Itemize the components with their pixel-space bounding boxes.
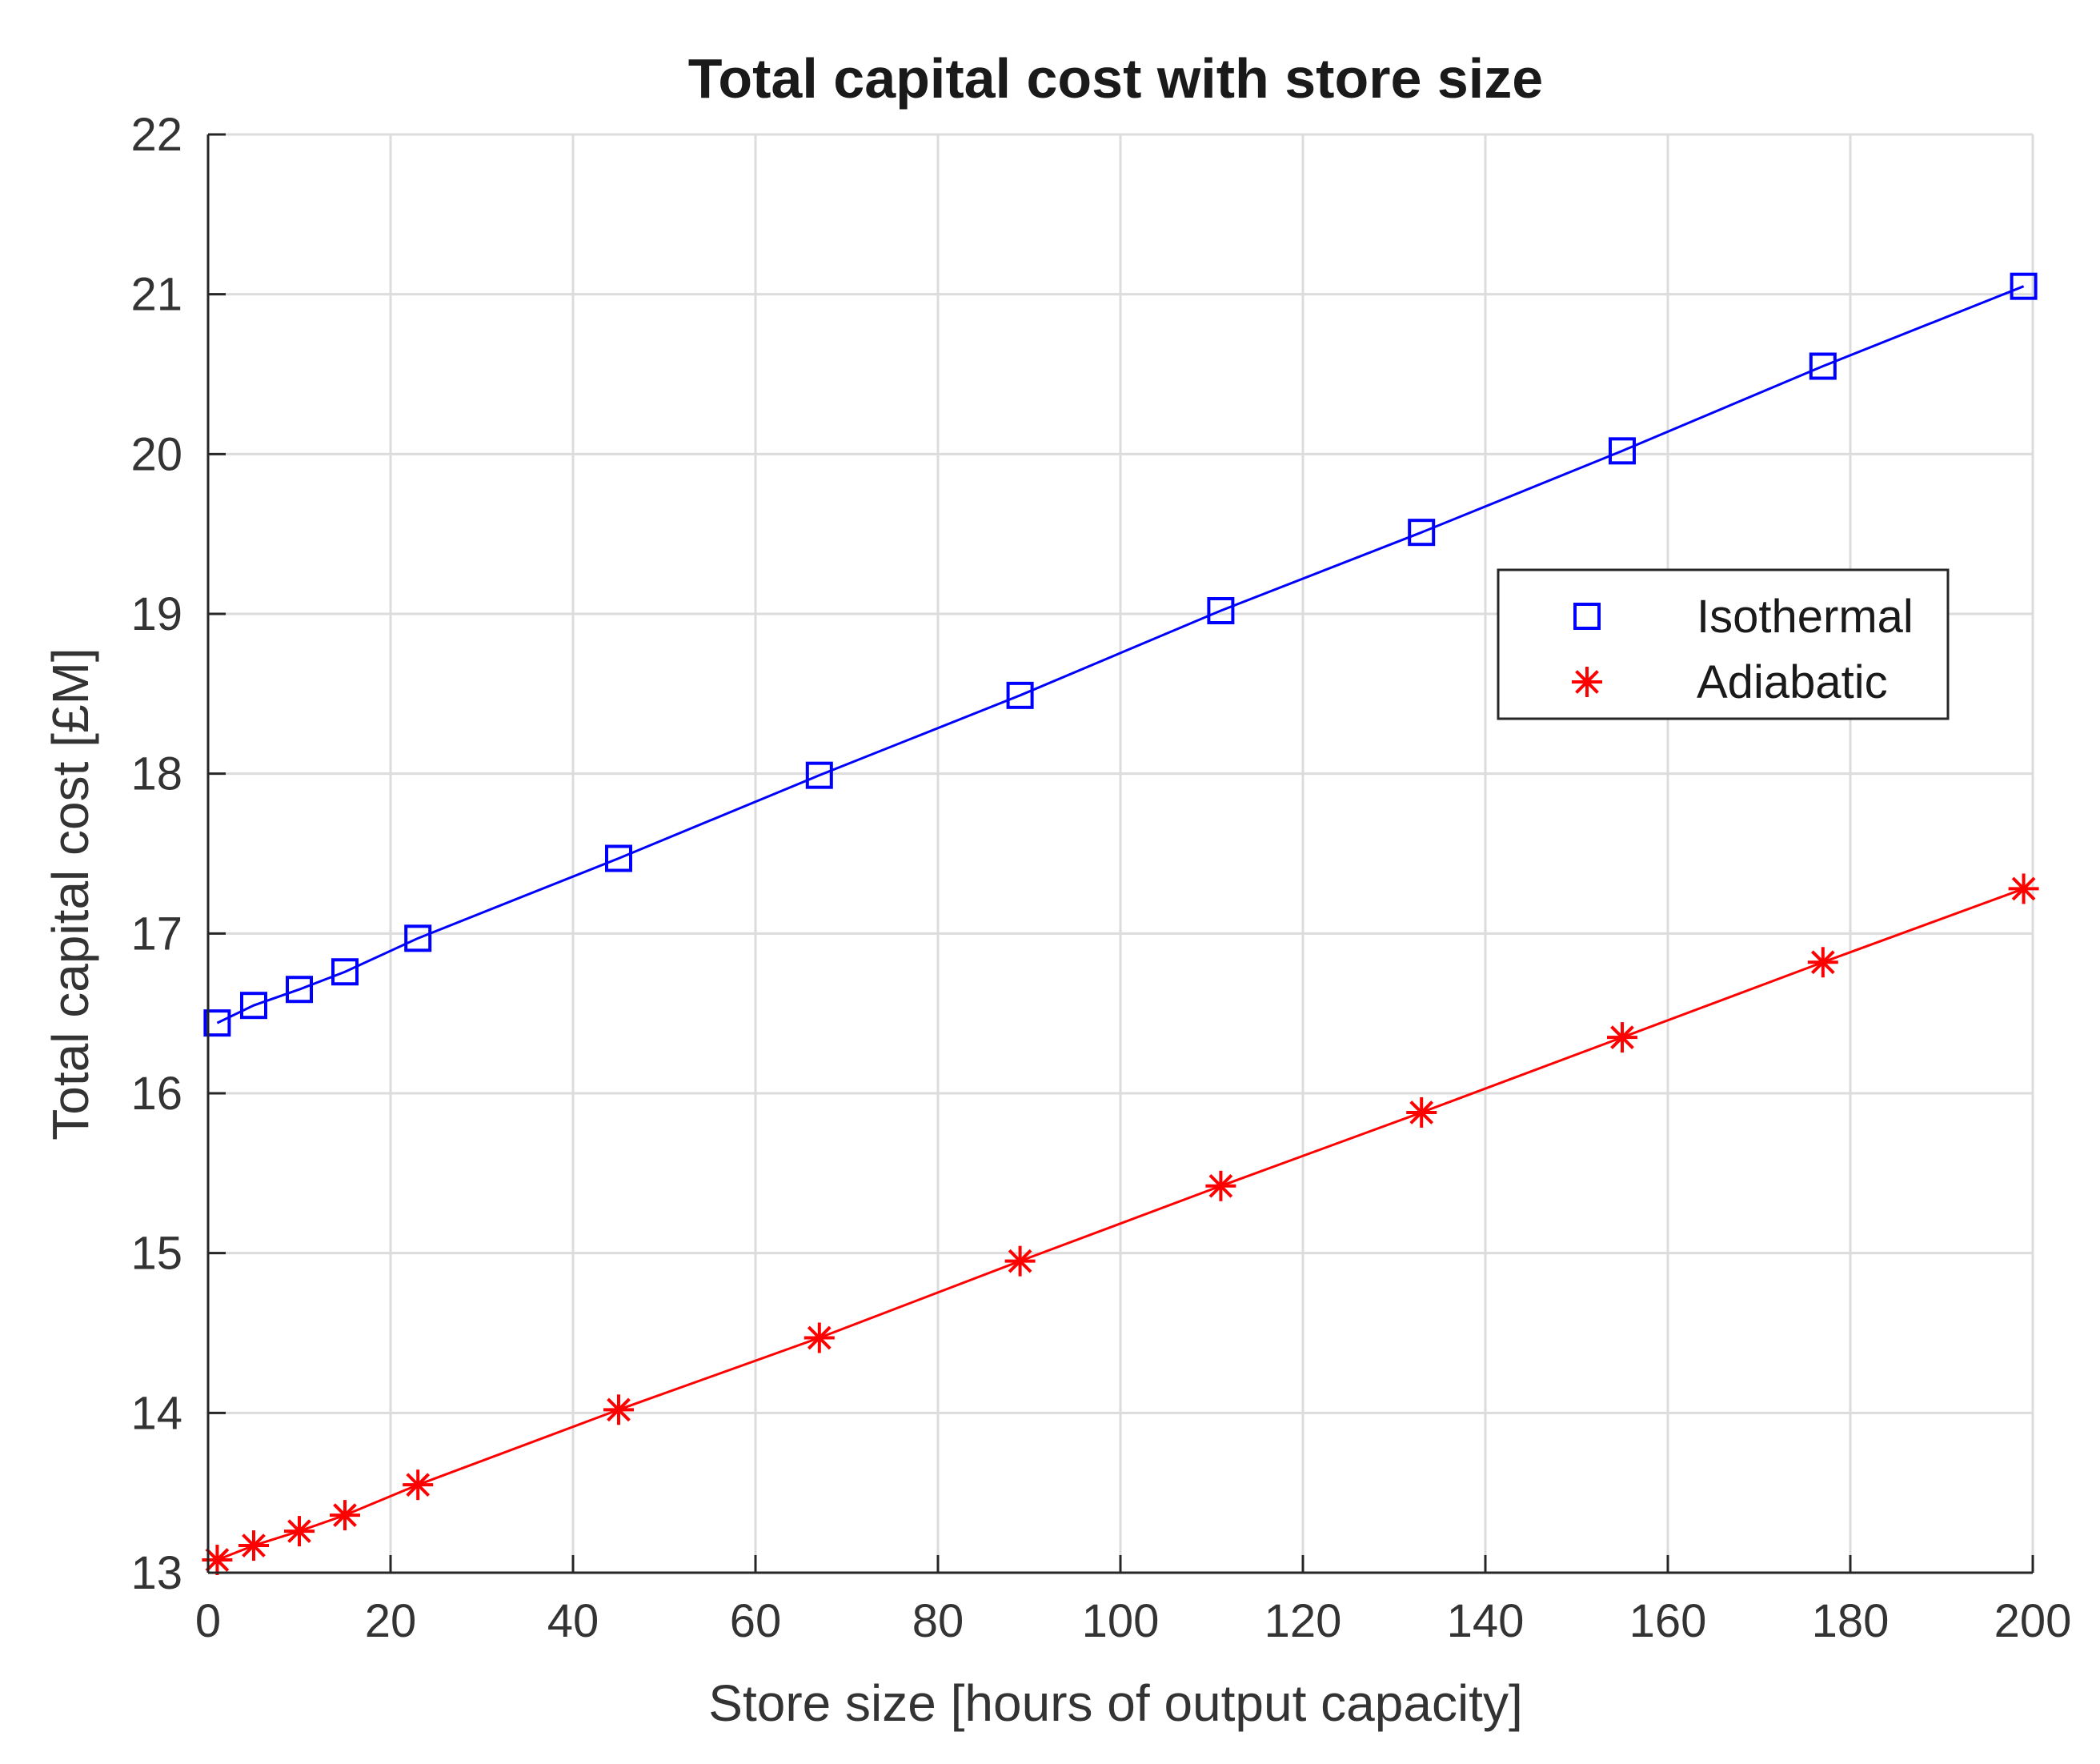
axes xyxy=(206,133,2034,1574)
data-point-adiabatic xyxy=(1004,1245,1036,1277)
data-point-adiabatic xyxy=(2008,873,2039,904)
data-point-adiabatic xyxy=(1406,1096,1437,1128)
data-point-isothermal xyxy=(286,976,313,1004)
legend-label-isothermal: Isothermal xyxy=(1697,591,1914,643)
data-point-adiabatic xyxy=(330,1500,360,1531)
legend-marker-adiabatic xyxy=(1572,667,1602,697)
legend-symbol-adiabatic xyxy=(1572,667,1602,697)
x-tick-label: 180 xyxy=(1812,1595,1890,1647)
data-point-isothermal xyxy=(1006,681,1034,709)
data-point-adiabatic xyxy=(1807,947,1838,978)
y-axis-label: Total capital cost [£M] xyxy=(42,647,99,1140)
x-tick-label: 40 xyxy=(547,1595,599,1647)
data-point-adiabatic xyxy=(202,1545,233,1576)
y-tick-label: 13 xyxy=(130,1547,182,1599)
chart-title: Total capital cost with store size xyxy=(688,47,1543,110)
x-tick-label: 100 xyxy=(1082,1595,1160,1647)
data-point-isothermal xyxy=(1809,352,1837,380)
y-tick-label: 15 xyxy=(130,1228,182,1280)
data-point-isothermal xyxy=(2010,272,2038,300)
y-tick-label: 14 xyxy=(130,1387,182,1439)
data-point-isothermal xyxy=(1609,437,1636,465)
data-point-adiabatic xyxy=(804,1322,835,1353)
y-tick-label: 20 xyxy=(130,428,182,480)
data-point-isothermal xyxy=(331,958,359,986)
data-point-isothermal xyxy=(240,992,267,1020)
legend-marker-isothermal xyxy=(1573,603,1601,630)
x-tick-label: 20 xyxy=(365,1595,417,1647)
data-point-adiabatic xyxy=(403,1469,434,1501)
legend-label-adiabatic: Adiabatic xyxy=(1697,656,1888,708)
x-tick-label: 140 xyxy=(1447,1595,1525,1647)
x-tick-label: 60 xyxy=(730,1595,782,1647)
data-point-isothermal xyxy=(605,844,632,872)
y-tick-label: 18 xyxy=(130,748,182,800)
y-tick-label: 16 xyxy=(130,1068,182,1120)
x-tick-label: 0 xyxy=(195,1595,221,1647)
data-point-adiabatic xyxy=(1205,1170,1236,1201)
y-tick-label: 22 xyxy=(130,109,182,161)
legend-box xyxy=(1497,568,1950,720)
y-tick-label: 21 xyxy=(130,269,182,321)
tick-labels: 0 20 40 60 80 100 120 140 160 180 200 13 14 15 16 17 18 1… xyxy=(130,109,2071,1647)
data-point-adiabatic xyxy=(284,1516,315,1547)
data-point-adiabatic xyxy=(238,1530,269,1562)
x-tick-label: 120 xyxy=(1264,1595,1342,1647)
y-tick-label: 19 xyxy=(130,588,182,640)
x-tick-label: 200 xyxy=(1994,1595,2072,1647)
series-line-isothermal xyxy=(216,285,2025,1024)
x-tick-label: 160 xyxy=(1629,1595,1707,1647)
y-tick-label: 17 xyxy=(130,908,182,960)
data-point-isothermal xyxy=(404,924,432,952)
series-layer xyxy=(202,272,2039,1576)
data-point-isothermal xyxy=(203,1009,231,1037)
legend: Isothermal Adiabatic xyxy=(1497,568,1950,720)
data-point-adiabatic xyxy=(603,1394,634,1425)
data-point-isothermal xyxy=(1207,597,1235,625)
x-tick-label: 80 xyxy=(912,1595,964,1647)
data-point-adiabatic xyxy=(1607,1022,1637,1053)
legend-symbol-isothermal xyxy=(1573,603,1601,630)
data-point-isothermal xyxy=(1408,519,1436,547)
x-axis-label: Store size [hours of output capacity] xyxy=(708,1674,1522,1732)
data-point-isothermal xyxy=(805,761,833,789)
